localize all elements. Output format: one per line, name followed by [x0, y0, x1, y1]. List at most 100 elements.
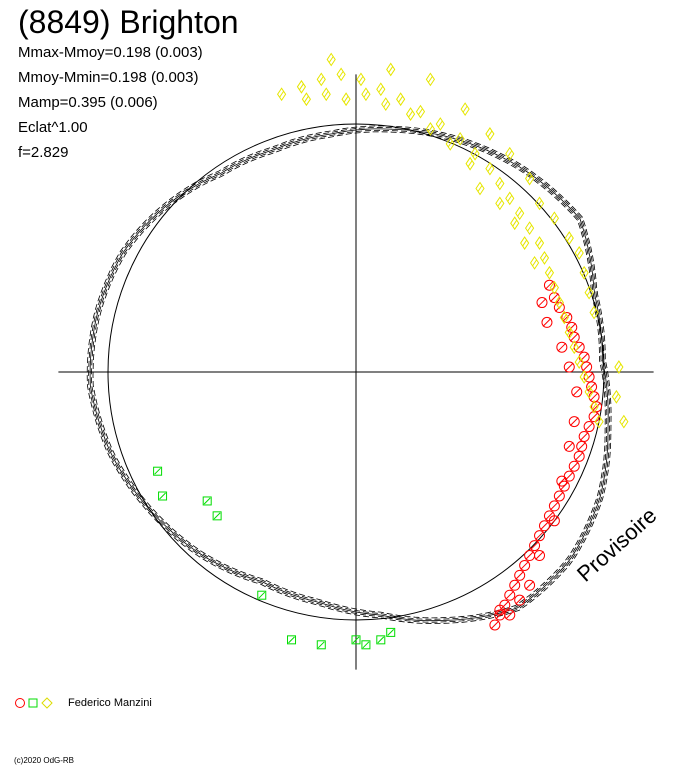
data-point-diamond: [574, 246, 584, 260]
data-point-circle: [566, 321, 578, 333]
data-point-circle: [509, 579, 521, 591]
data-point-circle: [553, 490, 565, 502]
data-point-square: [202, 496, 212, 506]
data-point-diamond: [465, 156, 475, 171]
axes: [58, 74, 654, 670]
data-point-diamond-bar: [517, 210, 523, 217]
data-point-diamond-bar: [279, 90, 285, 98]
data-point-circle-bar: [530, 541, 539, 550]
data-point-square: [212, 511, 222, 521]
data-point-circle: [556, 341, 568, 353]
data-point-circle: [504, 609, 516, 621]
data-point-diamond: [584, 285, 594, 300]
data-point-diamond: [589, 399, 599, 414]
data-point-diamond-bar: [561, 314, 567, 321]
data-point-diamond-bar: [497, 180, 503, 187]
data-point-diamond: [341, 92, 351, 107]
data-point-diamond-bar: [507, 150, 513, 158]
data-point-circle-bar: [540, 521, 549, 531]
data-point-diamond: [549, 280, 560, 295]
data-point-diamond: [594, 414, 604, 429]
fit-curve-trace: [91, 129, 608, 620]
data-point-diamond-bar: [542, 254, 547, 262]
data-point-circle-bar: [545, 280, 554, 290]
data-point-diamond-bar: [566, 234, 572, 242]
data-point-diamond-bar: [537, 239, 542, 247]
data-point-diamond-bar: [427, 125, 433, 133]
data-point-diamond-bar: [467, 160, 473, 167]
data-point-diamond: [301, 92, 312, 107]
data-point-square-bar: [352, 636, 360, 644]
data-point-circle: [558, 480, 570, 492]
data-point-square-bar: [203, 497, 211, 505]
data-point-diamond: [495, 196, 505, 211]
data-point-circle: [588, 391, 600, 403]
legend-circle-marker: [15, 698, 25, 708]
data-point-circle: [563, 470, 575, 482]
fit-curve-trace: [88, 126, 611, 623]
data-point-diamond-bar: [527, 224, 533, 232]
data-point-circle-bar: [584, 422, 594, 431]
data-point-circle-bar: [525, 551, 534, 560]
data-point-diamond: [495, 176, 505, 191]
data-point-diamond-bar: [586, 388, 592, 396]
data-point-diamond-bar: [591, 309, 597, 316]
data-point-circle-bar: [505, 590, 515, 600]
data-point-diamond-bar: [576, 249, 582, 257]
data-point-diamond-bar: [408, 110, 413, 118]
data-point-circle: [568, 331, 580, 343]
data-point-circle: [568, 416, 580, 428]
data-point-diamond: [549, 211, 560, 226]
data-point-diamond-bar: [398, 95, 404, 103]
data-point-diamond: [524, 221, 535, 236]
data-point-diamond: [485, 161, 495, 176]
fit-curve-trace: [86, 125, 612, 625]
data-point-diamond-bar: [418, 108, 423, 115]
data-point-diamond: [361, 87, 371, 102]
data-point-diamond: [524, 171, 535, 186]
data-point-square: [386, 627, 396, 637]
data-point-diamond-bar: [299, 83, 304, 91]
data-point-circle-bar: [592, 402, 601, 412]
data-point-diamond-bar: [427, 76, 433, 83]
data-point-square: [361, 640, 371, 650]
data-point-diamond: [321, 87, 331, 102]
data-point-diamond: [470, 146, 480, 161]
data-point-diamond-bar: [383, 100, 389, 108]
data-point-diamond-bar: [613, 393, 619, 401]
data-point-diamond: [564, 231, 574, 245]
data-point-circle: [541, 316, 553, 328]
data-point-diamond-bar: [338, 71, 344, 78]
data-point-diamond: [386, 62, 396, 77]
data-point-diamond: [415, 104, 426, 119]
data-point-diamond-bar: [363, 90, 369, 98]
reference-circle: [107, 123, 605, 621]
data-point-diamond-bar: [532, 259, 537, 267]
stat-line-4: Eclat^1.00: [18, 119, 88, 136]
data-point-diamond-bar: [358, 76, 364, 83]
data-point-diamond: [510, 216, 520, 231]
data-point-diamond: [425, 122, 436, 136]
data-point-circle: [578, 351, 590, 363]
data-point-square: [376, 635, 386, 645]
data-point-diamond-bar: [566, 329, 572, 336]
data-point-diamond: [376, 82, 386, 97]
data-point-diamond: [276, 87, 287, 102]
data-point-diamond: [589, 305, 599, 320]
data-point-circle: [534, 530, 546, 542]
data-point-circle: [563, 440, 575, 452]
data-point-diamond-bar: [462, 105, 468, 113]
data-point-square-bar: [288, 636, 295, 644]
data-point-circle-bar: [569, 461, 579, 471]
data-point-square-bar: [387, 629, 395, 636]
data-point-circle: [543, 279, 555, 291]
data-point-diamond-bar: [507, 195, 513, 202]
data-point-diamond-bar: [487, 165, 493, 172]
data-point-diamond-bar: [477, 185, 483, 192]
data-point-circle: [514, 594, 526, 606]
data-point-square: [351, 635, 361, 645]
data-point-diamond: [554, 295, 564, 310]
data-point-circle-bar: [567, 323, 577, 332]
data-point-diamond: [296, 79, 307, 94]
